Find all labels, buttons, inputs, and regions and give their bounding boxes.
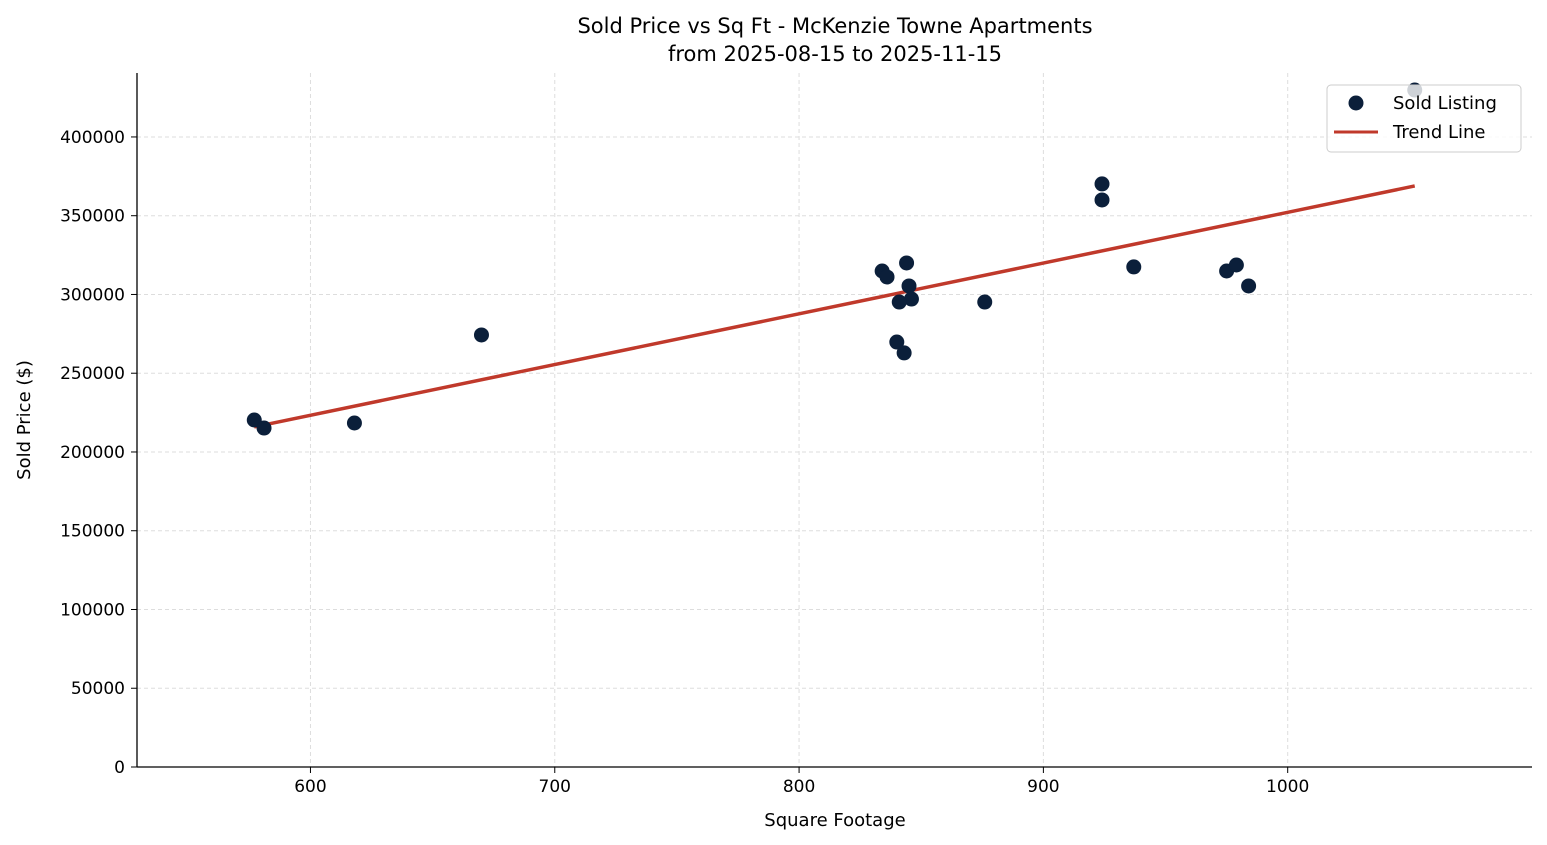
data-point [1241, 278, 1257, 294]
y-tick-label: 400000 [60, 128, 125, 148]
points-layer [246, 82, 1423, 436]
legend-label-sold-listing: Sold Listing [1393, 93, 1497, 114]
x-tick-label: 900 [1027, 777, 1059, 797]
chart-title: Sold Price vs Sq Ft - McKenzie Towne Apa… [577, 14, 1092, 38]
data-point [473, 327, 489, 343]
y-tick-label: 250000 [60, 364, 125, 384]
data-point [903, 291, 919, 307]
x-tick-label: 1000 [1266, 777, 1309, 797]
y-tick-label: 100000 [60, 600, 125, 620]
data-point [899, 255, 915, 271]
data-point [346, 415, 362, 431]
x-tick-label: 800 [783, 777, 815, 797]
data-point [256, 420, 272, 436]
grid [137, 73, 1532, 767]
legend-marker-sold-listing [1348, 95, 1364, 111]
trend-line-layer [253, 184, 1416, 429]
y-tick-label: 350000 [60, 207, 125, 227]
data-point [879, 269, 895, 285]
x-axis-label: Square Footage [764, 810, 905, 831]
data-point [1126, 259, 1142, 275]
chart-subtitle: from 2025-08-15 to 2025-11-15 [668, 42, 1002, 66]
axes: 600 700 800 900 1000 0 50000 100000 150000 200000… [60, 73, 1532, 797]
legend-label-trend-line: Trend Line [1392, 122, 1486, 143]
y-axis-label: Sold Price ($) [14, 360, 35, 480]
y-tick-label: 50000 [71, 679, 125, 699]
data-point [977, 294, 993, 310]
data-point [901, 278, 917, 294]
data-point [891, 294, 907, 310]
y-tick-label: 0 [114, 758, 125, 778]
data-point [896, 345, 912, 361]
x-tick-label: 600 [294, 777, 326, 797]
trend-line [253, 184, 1416, 429]
data-point [1228, 257, 1244, 273]
x-tick-label: 700 [539, 777, 571, 797]
data-point [1094, 192, 1110, 208]
y-tick-label: 300000 [60, 285, 125, 305]
legend: Sold Listing Trend Line [1326, 84, 1522, 153]
legend-box [1326, 84, 1522, 153]
y-tick-label: 200000 [60, 443, 125, 463]
y-tick-label: 150000 [60, 522, 125, 542]
data-point [889, 334, 905, 350]
data-point [1094, 176, 1110, 192]
